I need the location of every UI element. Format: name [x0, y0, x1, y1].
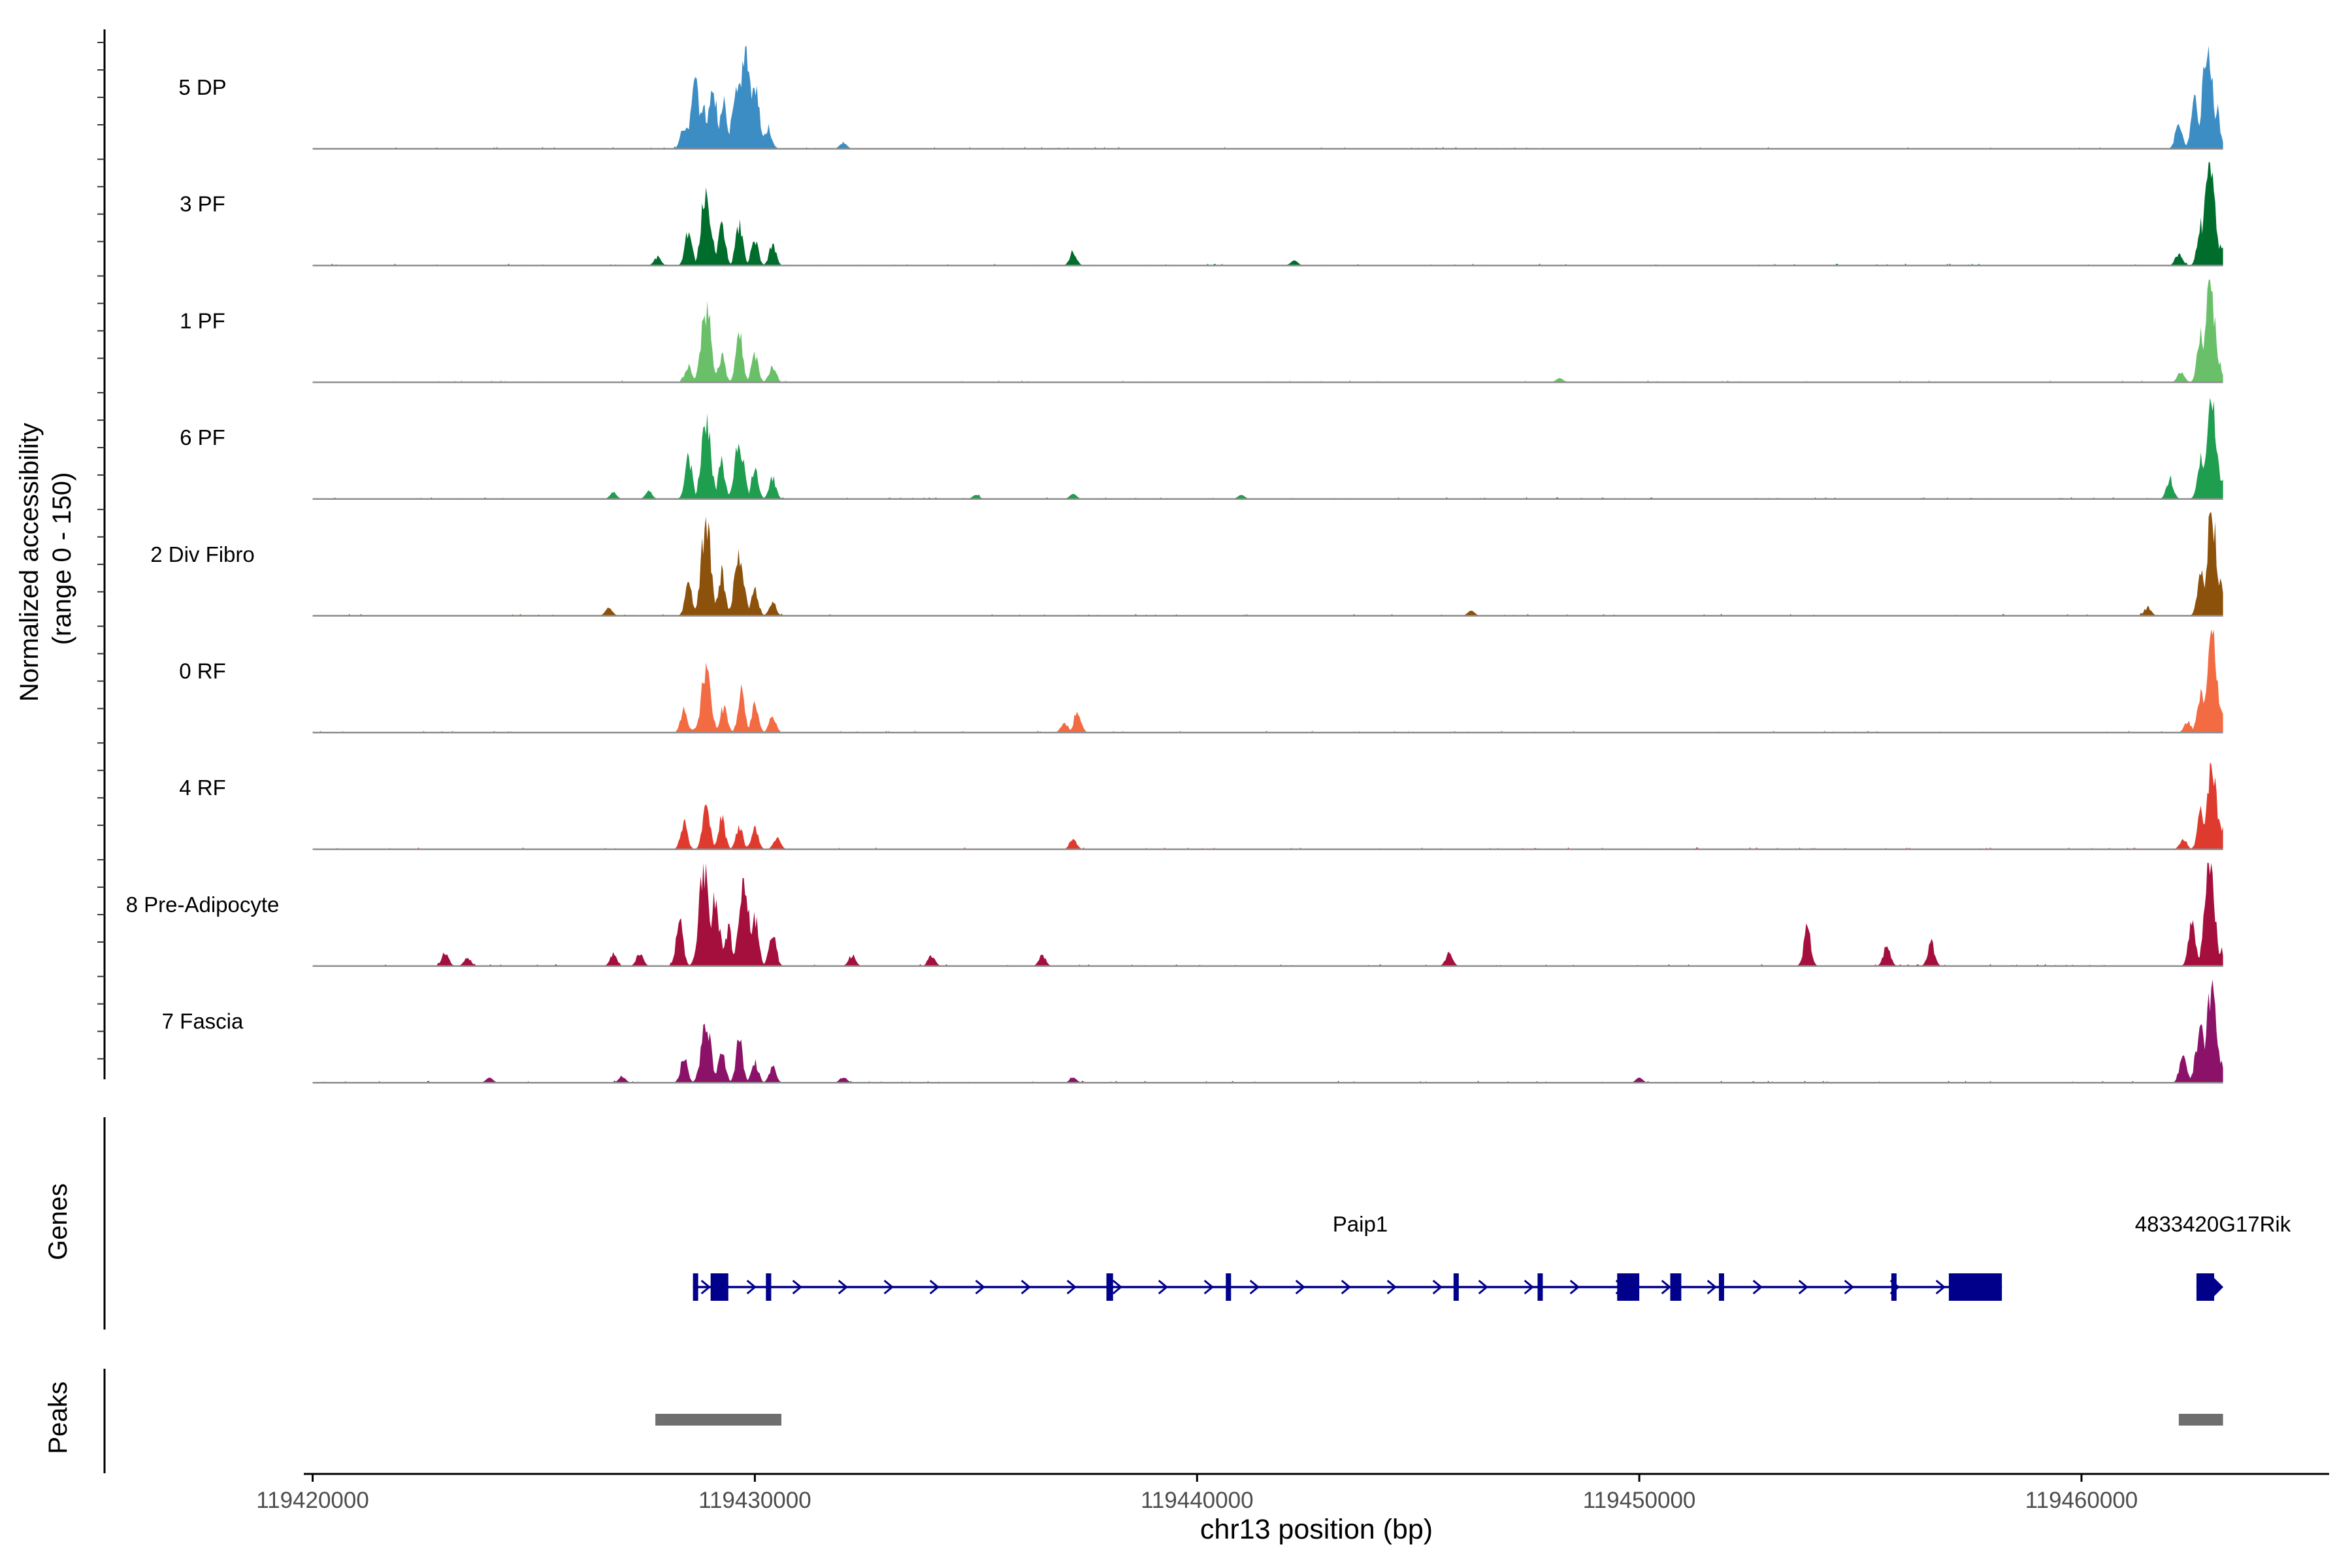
- coverage-area-3: [312, 279, 2223, 383]
- peaks-panel-label: Peaks: [44, 1381, 73, 1454]
- strand-arrow: [883, 1279, 894, 1295]
- strand-arrow: [838, 1279, 848, 1295]
- y-axis-title: Normalized accessibility (range 0 - 150): [15, 416, 76, 702]
- track-label: 2 Div Fibro: [150, 542, 255, 566]
- coverage-tracks: 5 DP 3 PF 1 PF 6 PF 2 Div Fibro 0 RF 4 RF 8 Pre…: [97, 29, 2223, 1084]
- strand-arrow: [1066, 1279, 1077, 1295]
- x-tick-label: 119450000: [1583, 1488, 1696, 1513]
- strand-arrow: [746, 1279, 757, 1295]
- coverage-area-1: [312, 45, 2223, 149]
- track-label: 5 DP: [178, 75, 226, 99]
- x-axis-title: chr13 position (bp): [1200, 1514, 1433, 1545]
- strand-arrow: [1935, 1279, 1946, 1295]
- coverage-track-8: 8 Pre-Adipocyte: [126, 862, 2223, 967]
- y-axis-title-line2: (range 0 - 150): [48, 472, 76, 645]
- track-label: 4 RF: [179, 776, 226, 800]
- strand-arrow: [1203, 1279, 1214, 1295]
- strand-arrow: [1524, 1279, 1534, 1295]
- x-axis: 119420000 119430000 119440000 119450000 1194…: [256, 1473, 2329, 1513]
- strand-arrow: [1386, 1279, 1397, 1295]
- coverage-track-4: 6 PF: [180, 397, 2223, 500]
- gene-exon: [1891, 1273, 1897, 1301]
- strand-arrow: [700, 1279, 711, 1295]
- coverage-track-5: 2 Div Fibro: [150, 512, 2223, 617]
- strand-arrow: [1249, 1279, 1260, 1295]
- strand-arrow: [1112, 1279, 1122, 1295]
- gene-exon: [710, 1273, 728, 1301]
- gene-exon: [693, 1273, 698, 1301]
- strand-arrow: [1341, 1279, 1351, 1295]
- peak-region-1: [655, 1414, 782, 1426]
- strand-arrow: [1752, 1279, 1763, 1295]
- peaks-track: [103, 1369, 2223, 1473]
- gene-exon: [1617, 1273, 1640, 1301]
- track-label: 1 PF: [180, 308, 225, 333]
- track-label: 6 PF: [180, 425, 225, 449]
- y-axis-title-line1: Normalized accessibility: [15, 423, 44, 702]
- gene-1: 4833420G17Rik: [2135, 1212, 2291, 1301]
- coverage-area-6: [312, 629, 2223, 733]
- coverage-track-1: 5 DP: [178, 45, 2223, 150]
- gene-end-arrow: [2214, 1278, 2224, 1296]
- gene-0: Paip1: [693, 1212, 2002, 1301]
- gene-exon: [1948, 1273, 2002, 1301]
- strand-arrow: [1021, 1279, 1031, 1295]
- strand-arrow: [1844, 1279, 1854, 1295]
- gene-exon: [1670, 1273, 1682, 1301]
- gene-exon: [1537, 1273, 1543, 1301]
- strand-arrow: [792, 1279, 802, 1295]
- coverage-track-9: 7 Fascia: [162, 979, 2223, 1084]
- strand-arrow: [975, 1279, 985, 1295]
- coverage-track-3: 1 PF: [180, 279, 2223, 384]
- strand-arrow: [1569, 1279, 1580, 1295]
- gene-exon: [1718, 1273, 1724, 1301]
- coverage-area-7: [312, 762, 2223, 849]
- strand-arrow: [1661, 1279, 1671, 1295]
- x-tick-label: 119440000: [1141, 1488, 1254, 1513]
- gene-exon: [1226, 1273, 1232, 1301]
- coverage-track-2: 3 PF: [180, 162, 2223, 267]
- peak-region-2: [2178, 1414, 2223, 1426]
- strand-arrow: [1295, 1279, 1305, 1295]
- x-tick-label: 119460000: [2025, 1488, 2138, 1513]
- gene-exon: [2196, 1273, 2215, 1301]
- gene-name-label: 4833420G17Rik: [2135, 1212, 2291, 1236]
- x-tick-label: 119420000: [256, 1488, 369, 1513]
- coverage-area-9: [312, 979, 2223, 1083]
- strand-arrow: [1707, 1279, 1717, 1295]
- gene-annotation-track: Paip1 4833420G17Rik: [103, 1117, 2291, 1330]
- coverage-area-2: [312, 162, 2223, 266]
- coverage-track-7: 4 RF: [179, 762, 2223, 851]
- genes-panel-label: Genes: [44, 1183, 73, 1260]
- track-label: 7 Fascia: [162, 1009, 244, 1034]
- strand-arrow: [1158, 1279, 1168, 1295]
- gene-exon: [1106, 1273, 1113, 1301]
- strand-arrow: [1432, 1279, 1443, 1295]
- strand-arrow: [1478, 1279, 1488, 1295]
- coverage-area-4: [312, 397, 2223, 499]
- coverage-area-5: [312, 512, 2223, 616]
- gene-name-label: Paip1: [1333, 1212, 1388, 1236]
- x-tick-label: 119430000: [698, 1488, 811, 1513]
- track-label: 0 RF: [179, 659, 226, 683]
- track-label: 3 PF: [180, 192, 225, 216]
- gene-exon: [1453, 1273, 1459, 1301]
- track-label: 8 Pre-Adipocyte: [126, 892, 280, 917]
- strand-arrow: [1798, 1279, 1808, 1295]
- strand-arrow: [929, 1279, 939, 1295]
- coverage-area-8: [312, 862, 2223, 966]
- coverage-track-6: 0 RF: [179, 629, 2223, 734]
- gene-exon: [766, 1273, 772, 1301]
